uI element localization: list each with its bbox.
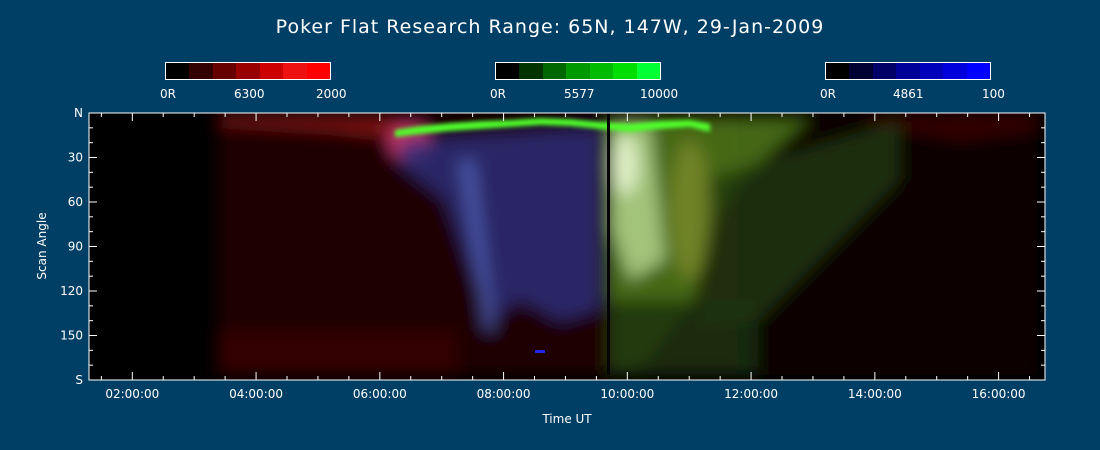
y-tick-label: N xyxy=(74,106,83,120)
x-tick-label: 08:00:00 xyxy=(477,387,531,401)
y-tick-label: 60 xyxy=(68,195,83,209)
colorbar-4861-segment xyxy=(943,63,967,79)
colorbar-4861-segment xyxy=(826,63,850,79)
y-tick-label: 90 xyxy=(68,240,83,254)
colorbar-5577-segment xyxy=(566,63,590,79)
red-bottom-band xyxy=(217,330,457,375)
x-tick-label: 02:00:00 xyxy=(105,387,159,401)
x-tick-label: 14:00:00 xyxy=(848,387,902,401)
green-white-patch xyxy=(612,135,638,195)
colorbar-6300-mid-label: 6300 xyxy=(234,87,265,101)
colorbar-5577-segment xyxy=(589,63,614,79)
colorbar-4861-max-label: 100 xyxy=(982,87,1005,101)
y-tick-label: 150 xyxy=(60,329,83,343)
colorbar-4861-segment xyxy=(966,63,990,79)
colorbar-6300-segment xyxy=(166,63,190,79)
colorbar-6300-segment xyxy=(259,63,284,79)
x-tick-label: 16:00:00 xyxy=(972,387,1026,401)
colorbar-5577-segment xyxy=(519,63,543,79)
x-tick-label: 12:00:00 xyxy=(724,387,778,401)
colorbar-5577-min-label: 0R xyxy=(490,87,506,101)
colorbar-4861-mid-label: 4861 xyxy=(893,87,924,101)
y-tick-label: 30 xyxy=(68,151,83,165)
y-axis-label: Scan Angle xyxy=(35,212,49,279)
y-tick-label: S xyxy=(75,373,83,387)
colorbar-5577-mid-label: 5577 xyxy=(564,87,595,101)
blue-spot xyxy=(535,350,545,353)
colorbar-6300-max-label: 2000 xyxy=(316,87,347,101)
red-right-top-band xyxy=(860,113,1040,140)
colorbar-6300-segment xyxy=(236,63,260,79)
green-lower-region xyxy=(608,300,758,375)
colorbar-5577-segment xyxy=(542,63,567,79)
green-yellow-patch xyxy=(670,140,710,280)
colorbar-4861-segment xyxy=(919,63,944,79)
red-top-band xyxy=(217,116,400,138)
green-arc-band xyxy=(395,118,710,137)
colorbar-4861-segment xyxy=(896,63,920,79)
colorbar-5577-segment xyxy=(636,63,660,79)
colorbar-5577-max-label: 10000 xyxy=(640,87,679,101)
colorbar-6300-segment xyxy=(306,63,330,79)
x-axis-ticks: 02:00:00 04:00:00 06:00:00 08:00:00 10:00:00… xyxy=(100,113,1031,401)
colorbar-6300 xyxy=(165,62,331,80)
blue-finger xyxy=(458,160,495,330)
colorbar-6300-segment xyxy=(212,63,237,79)
colorbar-5577-segment xyxy=(496,63,520,79)
colorbar-5577-segment xyxy=(613,63,637,79)
x-tick-label: 04:00:00 xyxy=(229,387,283,401)
colorbar-4861-segment xyxy=(872,63,897,79)
data-gap-line xyxy=(607,113,610,375)
colorbar-4861 xyxy=(825,62,991,80)
aurora-emissions xyxy=(217,113,1040,375)
y-axis-ticks: N 30 60 90 120 150 S xyxy=(60,106,1045,387)
green-late-glow xyxy=(700,120,900,330)
x-axis-label: Time UT xyxy=(541,412,592,426)
x-tick-label: 10:00:00 xyxy=(600,387,654,401)
colorbar-6300-min-label: 0R xyxy=(160,87,176,101)
colorbar-6300-segment xyxy=(189,63,213,79)
colorbar-4861-segment xyxy=(849,63,873,79)
colorbar-4861-min-label: 0R xyxy=(820,87,836,101)
colorbar-6300-segment xyxy=(283,63,307,79)
x-tick-label: 06:00:00 xyxy=(353,387,407,401)
colorbar-5577 xyxy=(495,62,661,80)
blue-diffuse-region xyxy=(400,128,600,322)
y-tick-label: 120 xyxy=(60,284,83,298)
chart-title: Poker Flat Research Range: 65N, 147W, 29… xyxy=(275,16,825,38)
